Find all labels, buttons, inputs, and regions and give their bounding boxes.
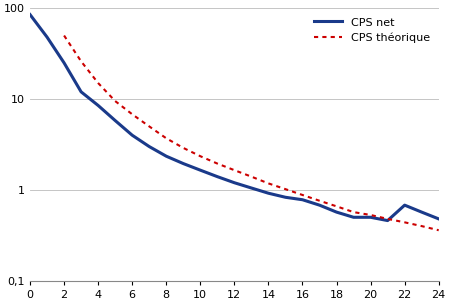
CPS net (147, 145, 152, 148)
CPS net (368, 216, 373, 219)
CPS net (61, 61, 67, 65)
CPS net (266, 192, 271, 195)
CPS théorique (351, 210, 356, 214)
CPS théorique (61, 34, 67, 37)
CPS théorique (147, 125, 152, 128)
CPS net (45, 35, 50, 39)
Line: CPS net: CPS net (30, 15, 439, 221)
CPS net (419, 210, 424, 214)
CPS théorique (385, 217, 390, 221)
CPS théorique (436, 228, 441, 232)
CPS net (95, 104, 101, 107)
CPS net (232, 181, 237, 185)
CPS théorique (95, 81, 101, 85)
CPS net (283, 195, 288, 199)
CPS théorique (78, 60, 84, 63)
CPS net (112, 119, 118, 123)
CPS théorique (317, 199, 322, 202)
CPS théorique (283, 187, 288, 191)
CPS théorique (249, 175, 254, 178)
Line: CPS théorique: CPS théorique (64, 36, 439, 230)
CPS net (78, 90, 84, 94)
CPS net (163, 154, 169, 158)
CPS net (215, 175, 220, 178)
CPS net (317, 203, 322, 207)
Legend: CPS net, CPS théorique: CPS net, CPS théorique (310, 14, 433, 47)
CPS théorique (215, 162, 220, 165)
CPS net (198, 168, 203, 172)
CPS net (334, 210, 339, 214)
CPS théorique (266, 181, 271, 185)
CPS théorique (334, 205, 339, 208)
CPS théorique (232, 168, 237, 172)
CPS net (300, 198, 305, 202)
CPS théorique (368, 213, 373, 217)
CPS net (351, 216, 356, 219)
CPS théorique (112, 99, 118, 103)
CPS théorique (198, 154, 203, 158)
CPS théorique (163, 136, 169, 140)
CPS net (385, 219, 390, 223)
CPS théorique (402, 220, 407, 224)
CPS net (130, 133, 135, 137)
CPS net (402, 203, 407, 207)
CPS théorique (180, 146, 186, 150)
CPS net (249, 186, 254, 190)
CPS théorique (300, 193, 305, 197)
CPS net (436, 217, 441, 221)
CPS net (180, 162, 186, 165)
CPS théorique (130, 112, 135, 116)
CPS théorique (419, 224, 424, 228)
CPS net (27, 13, 33, 16)
